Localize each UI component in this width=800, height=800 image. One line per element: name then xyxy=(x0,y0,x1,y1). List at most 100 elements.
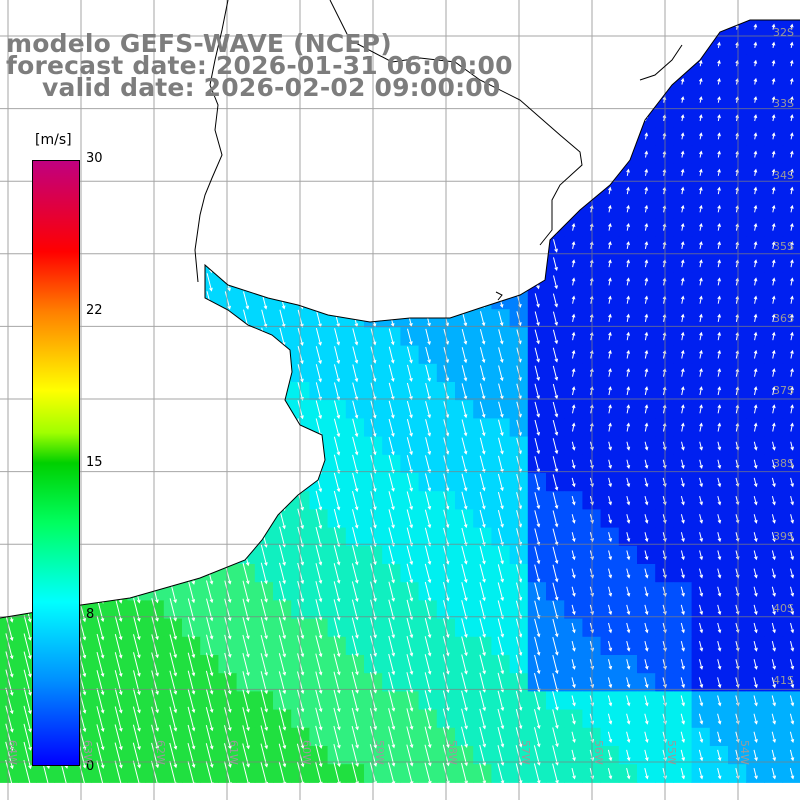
wind-arrow xyxy=(626,604,631,616)
wind-arrow xyxy=(626,514,631,524)
wind-arrow xyxy=(680,550,685,561)
wind-arrow xyxy=(771,532,776,543)
wind-arrow xyxy=(771,767,777,780)
wind-arrow xyxy=(352,364,359,383)
wind-arrow xyxy=(680,731,685,744)
wind-arrow xyxy=(789,59,794,67)
wind-arrow xyxy=(461,762,468,785)
wind-arrow xyxy=(626,568,631,579)
wind-arrow xyxy=(133,616,141,641)
wind-arrow xyxy=(206,273,213,292)
wind-arrow xyxy=(169,706,178,732)
wind-arrow xyxy=(717,277,721,286)
wind-arrow xyxy=(790,168,794,176)
wind-arrow xyxy=(644,514,649,524)
wind-arrow xyxy=(424,563,432,584)
lon-label: 57W xyxy=(519,740,532,765)
wind-arrow xyxy=(699,659,704,670)
wind-arrow xyxy=(534,546,541,565)
wind-arrow xyxy=(406,690,414,712)
wind-arrow xyxy=(699,349,703,359)
wind-arrow xyxy=(406,708,414,731)
wind-arrow xyxy=(23,651,32,678)
wind-arrow xyxy=(169,652,178,677)
lon-label: 60W xyxy=(300,740,313,765)
wind-arrow xyxy=(388,418,395,438)
wind-arrow xyxy=(699,331,703,341)
wind-arrow xyxy=(497,690,505,712)
wind-arrow xyxy=(626,422,631,432)
wind-arrow xyxy=(315,364,322,383)
wind-arrow xyxy=(278,761,287,786)
wind-arrow xyxy=(534,528,541,546)
wind-arrow xyxy=(242,761,250,787)
wind-arrow xyxy=(424,762,432,785)
wind-arrow xyxy=(461,509,468,529)
wind-arrow xyxy=(753,640,758,652)
wind-arrow xyxy=(771,622,776,634)
wind-arrow xyxy=(571,477,576,488)
wind-arrow xyxy=(23,759,32,788)
wind-arrow xyxy=(753,114,758,122)
wind-arrow xyxy=(133,652,141,677)
wind-arrow xyxy=(571,586,576,597)
wind-arrow xyxy=(644,295,649,304)
wind-arrow xyxy=(479,582,486,602)
wind-arrow xyxy=(461,401,468,419)
wind-arrow xyxy=(626,495,631,506)
wind-arrow xyxy=(771,23,776,30)
wind-arrow xyxy=(608,422,612,432)
wind-arrow xyxy=(571,331,576,341)
wind-arrow xyxy=(114,742,123,769)
wind-arrow xyxy=(772,422,776,432)
wind-arrow xyxy=(552,528,559,546)
wind-arrow xyxy=(680,368,685,377)
wind-arrow xyxy=(571,767,576,780)
wind-arrow xyxy=(790,241,794,250)
wind-arrow xyxy=(644,604,649,616)
wind-arrow xyxy=(699,459,703,470)
wind-arrow xyxy=(717,731,722,744)
wind-arrow xyxy=(352,400,359,419)
wind-arrow xyxy=(680,349,685,359)
wind-arrow xyxy=(771,295,776,304)
wind-arrow xyxy=(479,329,486,345)
wind-arrow xyxy=(680,295,685,304)
wind-arrow xyxy=(644,132,649,140)
wind-arrow xyxy=(771,659,776,670)
wind-arrow xyxy=(790,313,794,322)
wind-arrow xyxy=(315,707,323,731)
wind-arrow xyxy=(608,659,613,670)
wind-arrow xyxy=(771,168,776,176)
wind-arrow xyxy=(608,441,612,451)
wind-arrow xyxy=(699,368,703,377)
wind-arrow xyxy=(571,514,576,524)
wind-arrow xyxy=(5,759,14,788)
wind-arrow xyxy=(680,659,685,670)
wind-arrow xyxy=(187,652,196,677)
wind-arrow xyxy=(479,708,486,730)
wind-arrow xyxy=(5,723,14,752)
wind-arrow xyxy=(753,204,758,213)
wind-arrow xyxy=(644,659,649,670)
wind-arrow xyxy=(753,550,758,561)
wind-arrow xyxy=(242,743,250,768)
wind-arrow xyxy=(680,713,685,725)
wind-arrow xyxy=(626,550,631,561)
wind-arrow xyxy=(425,401,431,419)
wind-arrow xyxy=(717,186,721,195)
wind-arrow xyxy=(552,383,559,400)
wind-arrow xyxy=(479,473,486,492)
wind-arrow xyxy=(497,654,505,675)
valid-date: valid date: 2026-02-02 09:00:00 xyxy=(42,73,501,102)
wind-arrow xyxy=(461,347,468,364)
wind-arrow xyxy=(552,401,559,418)
wind-arrow xyxy=(424,545,432,566)
wind-arrow xyxy=(790,222,794,231)
wind-arrow xyxy=(626,186,630,195)
wind-arrow xyxy=(608,313,612,322)
wind-arrow xyxy=(206,616,214,640)
wind-arrow xyxy=(461,491,468,510)
wind-arrow xyxy=(681,404,685,414)
wind-arrow xyxy=(717,313,721,322)
